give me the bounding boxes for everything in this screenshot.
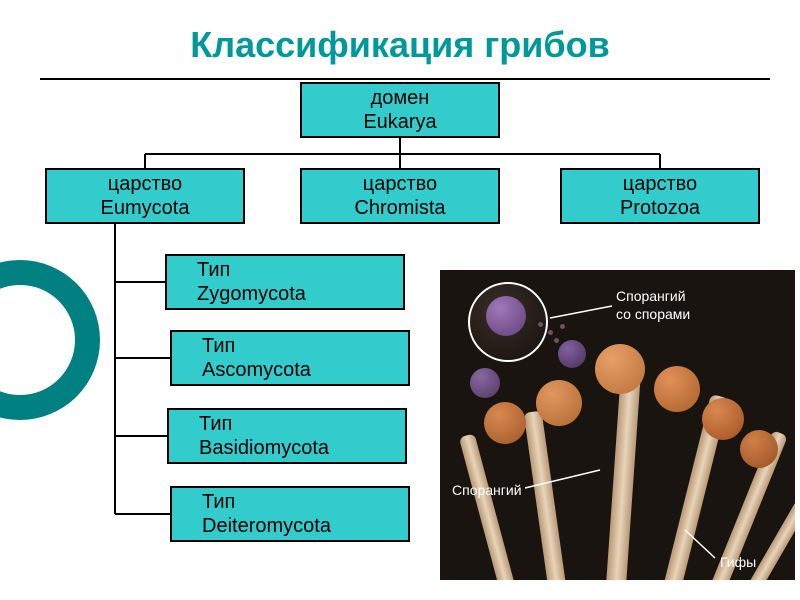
node-label-line1: Тип [197, 258, 230, 282]
node-domain: домен Eukarya [300, 82, 500, 138]
node-kingdom-chromista: царство Chromista [300, 168, 500, 224]
node-label-line1: Тип [199, 412, 232, 436]
node-label-line1: домен [371, 86, 430, 110]
label-sporangium: Спорангий [452, 482, 522, 500]
node-type-zygomycota: Тип Zygomycota [165, 254, 405, 310]
label-hyphae: Гифы [720, 554, 756, 572]
node-type-ascomycota: Тип Ascomycota [170, 330, 410, 386]
node-label-line2: Eumycota [101, 196, 190, 220]
node-label-line1: Тип [202, 334, 235, 358]
node-label-line1: Тип [202, 490, 235, 514]
node-label-line2: Eukarya [363, 110, 436, 134]
node-kingdom-protozoa: царство Protozoa [560, 168, 760, 224]
node-label-line2: Protozoa [620, 196, 700, 220]
node-label-line1: царство [623, 172, 697, 196]
node-label-line2: Ascomycota [202, 358, 311, 382]
slide-title: Классификация грибов [0, 24, 800, 66]
microscopy-image: Спорангийсо спорами Спорангий Гифы [440, 270, 795, 580]
label-sporangium-spores: Спорангийсо спорами [616, 288, 690, 323]
node-label-line2: Deiteromycota [202, 514, 331, 538]
slide: Классификация грибов домен Eukarya царст… [0, 0, 800, 600]
title-underline [40, 78, 770, 80]
node-label-line2: Zygomycota [197, 282, 306, 306]
node-label-line1: царство [363, 172, 437, 196]
node-kingdom-eumycota: царство Eumycota [45, 168, 245, 224]
node-label-line2: Basidiomycota [199, 436, 329, 460]
node-type-basidiomycota: Тип Basidiomycota [167, 408, 407, 464]
node-type-deiteromycota: Тип Deiteromycota [170, 486, 410, 542]
node-label-line2: Chromista [354, 196, 445, 220]
node-label-line1: царство [108, 172, 182, 196]
